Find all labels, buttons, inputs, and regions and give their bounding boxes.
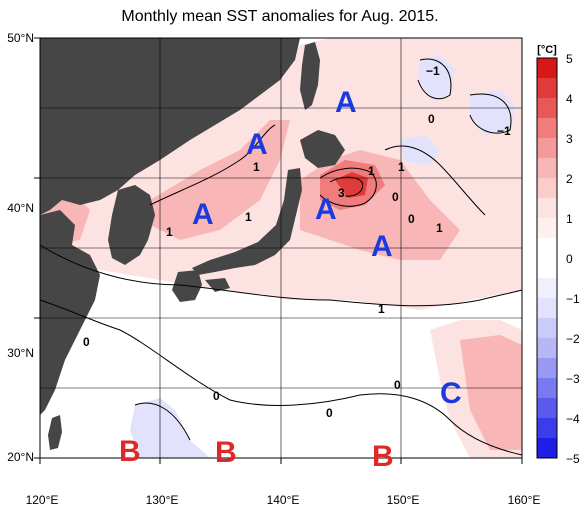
lat-label-20n: 20°N (7, 450, 34, 464)
contour-lines (39, 58, 523, 456)
colorbar-tick: 5 (566, 52, 573, 66)
region-label-a: A (246, 128, 268, 161)
lon-label-140e: 140°E (266, 493, 300, 507)
region-label-a: A (371, 230, 393, 263)
region-label-c: C (440, 377, 462, 410)
grid-lines (40, 38, 522, 458)
land-taiwan (48, 415, 62, 450)
axis-ticks (34, 37, 523, 464)
lon-label-160e: 160°E (507, 493, 541, 507)
colorbar-unit: [°C] (537, 44, 557, 56)
contour-label: 1 (368, 164, 375, 178)
anomaly-pos-moderate-japansea (150, 120, 290, 240)
region-label-a: A (192, 198, 214, 231)
contour-label: −1 (426, 64, 440, 78)
colorbar-tick: −4 (566, 412, 580, 426)
contour-label: 1 (378, 302, 385, 316)
colorbar-tick: 3 (566, 132, 573, 146)
colorbar-tick: −2 (566, 332, 580, 346)
lon-label-120e: 120°E (25, 493, 59, 507)
land-korea (108, 185, 155, 265)
land-hokkaido (300, 130, 345, 168)
colorbar-tick: 1 (566, 212, 573, 226)
region-label-b: B (215, 436, 237, 469)
land-mainland (40, 38, 300, 215)
contour-label: 0 (392, 190, 399, 204)
contour-label: 3 (338, 186, 345, 200)
contour-label: 0 (408, 212, 415, 226)
lat-label-50n: 50°N (7, 31, 34, 45)
colorbar-tick: 4 (566, 92, 573, 106)
region-label-a: A (315, 193, 337, 226)
contour-label: 0 (428, 112, 435, 126)
region-label-b: B (119, 435, 141, 468)
anomaly-pos-moderate-east (460, 335, 522, 450)
contour-label: 0 (394, 378, 401, 392)
contour-label: 0 (213, 389, 220, 403)
contour-label: 1 (436, 221, 443, 235)
land-shikoku (205, 278, 230, 292)
lon-label-130e: 130°E (145, 493, 179, 507)
region-label-a: A (335, 86, 357, 119)
map-title: Monthly mean SST anomalies for Aug. 2015… (121, 8, 439, 25)
region-label-b: B (372, 440, 394, 473)
lat-label-30n: 30°N (7, 346, 34, 360)
contour-label: 1 (166, 225, 173, 239)
colorbar-tick: −5 (566, 452, 580, 466)
lat-label-40n: 40°N (7, 201, 34, 215)
lon-label-150e: 150°E (386, 493, 420, 507)
anomaly-neg-subtropical (130, 398, 210, 458)
colorbar-tick: 2 (566, 172, 573, 186)
colorbar (536, 57, 558, 459)
contour-label: 0 (326, 406, 333, 420)
contour-label: −1 (497, 124, 511, 138)
contour-label: 0 (83, 335, 90, 349)
land-china-coast (40, 210, 100, 415)
contour-label: 1 (245, 210, 252, 224)
colorbar-tick: −1 (566, 292, 580, 306)
colorbar-tick: 0 (566, 252, 573, 266)
contour-label: 1 (253, 160, 260, 174)
land-sakhalin (300, 42, 320, 110)
anomaly-neg-kuril (418, 55, 455, 100)
colorbar-tick: −3 (566, 372, 580, 386)
contour-label: 1 (398, 160, 405, 174)
